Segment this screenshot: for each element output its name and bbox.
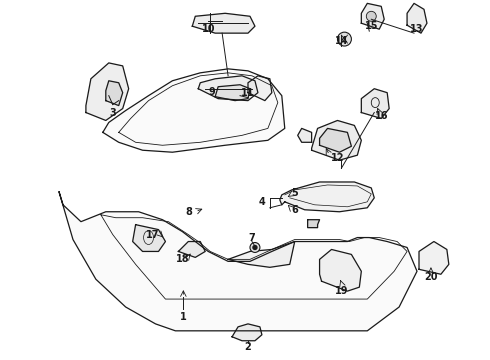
Text: 11: 11 [241, 88, 255, 98]
Text: 10: 10 [201, 24, 215, 34]
Polygon shape [133, 225, 166, 251]
Text: 20: 20 [424, 272, 438, 282]
Text: 18: 18 [175, 255, 189, 264]
Polygon shape [308, 220, 319, 228]
Polygon shape [361, 89, 389, 118]
Polygon shape [178, 242, 205, 257]
Circle shape [250, 243, 260, 252]
Polygon shape [103, 69, 285, 152]
Polygon shape [59, 192, 417, 331]
Text: 14: 14 [335, 36, 348, 46]
Text: 3: 3 [109, 108, 116, 117]
Text: 13: 13 [410, 24, 424, 34]
Text: 2: 2 [245, 342, 251, 352]
Polygon shape [361, 3, 384, 29]
Polygon shape [319, 129, 351, 152]
Polygon shape [215, 85, 250, 100]
Polygon shape [407, 3, 427, 33]
Text: 15: 15 [365, 21, 378, 31]
Polygon shape [106, 81, 122, 105]
Text: 19: 19 [335, 286, 348, 296]
Text: 12: 12 [331, 153, 344, 163]
Text: 17: 17 [146, 230, 159, 239]
Polygon shape [319, 249, 361, 291]
Polygon shape [228, 242, 294, 267]
Text: 9: 9 [209, 87, 216, 97]
Polygon shape [86, 63, 129, 121]
Text: 5: 5 [292, 188, 298, 198]
Text: 1: 1 [180, 312, 187, 322]
Polygon shape [280, 182, 374, 212]
Polygon shape [419, 242, 449, 274]
Circle shape [367, 11, 376, 21]
Polygon shape [248, 76, 272, 100]
Polygon shape [192, 13, 255, 33]
Text: 7: 7 [248, 233, 255, 243]
Polygon shape [298, 129, 312, 142]
Text: 16: 16 [374, 111, 388, 121]
Text: 6: 6 [292, 205, 298, 215]
Polygon shape [232, 324, 262, 341]
Circle shape [338, 32, 351, 46]
Text: 4: 4 [259, 197, 265, 207]
Text: 8: 8 [185, 207, 192, 217]
Polygon shape [198, 76, 258, 100]
Polygon shape [312, 121, 361, 160]
Circle shape [253, 246, 257, 249]
